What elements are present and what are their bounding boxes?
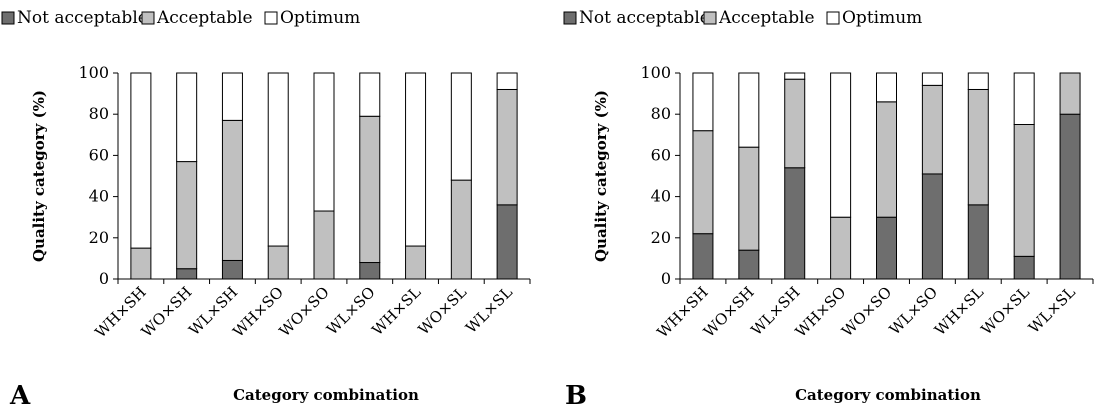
x-tick-label: WH×SO: [229, 283, 287, 341]
bar-segment-optimum: [359, 72, 381, 117]
bar-segment-optimum: [267, 72, 289, 247]
bar-segment-optimum: [176, 72, 198, 163]
x-axis-title: Category combination: [233, 386, 419, 404]
bar-segment-optimum: [738, 72, 760, 148]
bar-segment-acceptable: [450, 179, 472, 280]
bar-segment-acceptable: [692, 130, 714, 235]
bar-segment-acceptable: [967, 88, 989, 206]
bar-segment-acceptable: [1013, 124, 1035, 257]
legend-swatch-not-acceptable: [563, 11, 577, 25]
bar-segment-optimum: [784, 72, 806, 80]
bar-segment-optimum: [405, 72, 427, 247]
x-tick-label: WH×SO: [792, 283, 850, 341]
legend-swatch-acceptable: [141, 11, 155, 25]
x-tick-label: WL×SL: [1025, 283, 1079, 337]
y-tick-label: 60: [651, 145, 671, 164]
y-tick-label: 40: [651, 187, 671, 206]
bar-segment-acceptable: [496, 88, 518, 206]
x-tick-label: WL×SL: [462, 283, 516, 337]
bar-segment-acceptable: [359, 115, 381, 264]
bar-segment-not-acceptable: [692, 233, 714, 280]
bar-segment-not-acceptable: [784, 167, 806, 280]
y-tick-label: 0: [99, 269, 109, 288]
bar-segment-optimum: [130, 72, 152, 249]
x-tick-label: WL×SO: [323, 283, 379, 339]
bar-segment-acceptable: [921, 84, 943, 175]
bar-segment-acceptable: [830, 216, 852, 280]
x-tick-label: WH×SL: [931, 283, 987, 339]
x-tick-label: WO×SL: [977, 283, 1033, 339]
bar-segment-optimum: [221, 72, 243, 121]
bar-segment-not-acceptable: [1059, 113, 1081, 280]
x-tick-label: WO×SH: [138, 283, 196, 341]
legend-label-optimum: Optimum: [280, 8, 360, 28]
bar-segment-optimum: [967, 72, 989, 90]
legend-swatch-optimum: [264, 11, 278, 25]
bar-segment-optimum: [692, 72, 714, 132]
y-tick-label: 40: [89, 187, 109, 206]
bar-segment-optimum: [921, 72, 943, 86]
y-tick-label: 100: [640, 63, 671, 82]
y-tick-label: 20: [651, 228, 671, 247]
bar-segment-not-acceptable: [921, 173, 943, 280]
bar-segment-optimum: [876, 72, 897, 103]
y-tick-label: 80: [89, 104, 109, 123]
x-axis-title: Category combination: [795, 386, 981, 404]
x-tick-label: WL×SO: [886, 283, 942, 339]
x-tick-label: WO×SO: [838, 283, 895, 340]
y-tick-label: 80: [651, 104, 671, 123]
bar-segment-not-acceptable: [176, 268, 198, 280]
chart-panel-b: Not acceptable Acceptable Optimum 0 20 40 60 80…: [563, 8, 1094, 411]
legend-label-not-acceptable: Not acceptable: [17, 8, 148, 28]
bar-segment-acceptable: [738, 146, 760, 251]
bar-segment-acceptable: [130, 247, 152, 280]
bar-segment-optimum: [830, 72, 852, 218]
y-axis-title: Quality category (%): [592, 90, 610, 262]
bar-segment-not-acceptable: [221, 259, 243, 280]
bar-segment-not-acceptable: [359, 262, 381, 280]
x-tick-label: WO×SL: [415, 283, 471, 339]
x-tick-label: WH×SH: [653, 283, 711, 341]
bar-segment-optimum: [450, 72, 472, 181]
y-axis-title: Quality category (%): [30, 90, 48, 262]
y-tick-label: 60: [89, 145, 109, 164]
bar-segment-acceptable: [267, 245, 289, 280]
y-tick-label: 100: [78, 63, 109, 82]
y-tick-label: 0: [661, 269, 671, 288]
bar-segment-acceptable: [176, 161, 198, 270]
y-tick-label: 20: [89, 228, 109, 247]
bar-segment-acceptable: [313, 210, 335, 280]
bar-segment-optimum: [496, 72, 518, 90]
bar-segment-acceptable: [1059, 72, 1081, 115]
bar-segment-not-acceptable: [876, 216, 897, 280]
bar-segment-not-acceptable: [496, 204, 518, 280]
x-tick-label: WO×SO: [276, 283, 333, 340]
bar-segment-optimum: [313, 72, 335, 212]
panel-label: B: [565, 381, 587, 409]
legend-swatch-not-acceptable: [1, 11, 15, 25]
bar-segment-acceptable: [784, 78, 806, 169]
x-tick-label: WH×SL: [368, 283, 424, 339]
legend-swatch-optimum: [826, 11, 840, 25]
legend-label-optimum: Optimum: [842, 8, 922, 28]
bar-segment-acceptable: [876, 101, 897, 218]
bar-segment-not-acceptable: [738, 249, 760, 280]
chart-panel-a: Not acceptable Acceptable Optimum 0 20 40 60 80…: [1, 8, 531, 411]
bar-segment-not-acceptable: [1013, 255, 1035, 280]
legend-label-acceptable: Acceptable: [156, 8, 253, 28]
legend-swatch-acceptable: [703, 11, 717, 25]
bar-segment-optimum: [1013, 72, 1035, 125]
panel-label: A: [9, 381, 31, 409]
bar-segment-acceptable: [221, 119, 243, 261]
legend-label-acceptable: Acceptable: [718, 8, 815, 28]
legend-label-not-acceptable: Not acceptable: [579, 8, 710, 28]
bar-segment-acceptable: [405, 245, 427, 280]
x-tick-label: WO×SH: [700, 283, 758, 341]
bar-segment-not-acceptable: [967, 204, 989, 280]
